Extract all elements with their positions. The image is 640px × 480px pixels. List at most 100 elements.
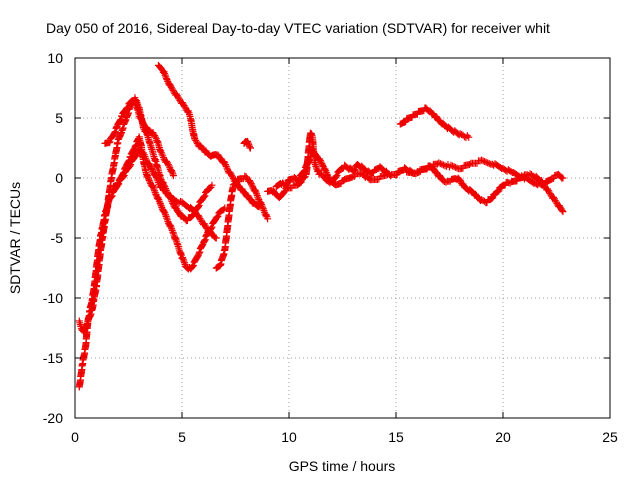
data-point (189, 211, 197, 219)
data-point (149, 182, 157, 190)
data-point (479, 157, 487, 165)
data-point (180, 257, 188, 265)
data-point (200, 193, 208, 201)
data-point (167, 223, 175, 231)
data-point (150, 130, 158, 138)
data-point (125, 157, 133, 165)
data-point (253, 190, 261, 198)
data-point (194, 203, 202, 211)
data-point (456, 176, 464, 184)
series-segment-j (403, 156, 567, 189)
data-point (132, 152, 140, 160)
data-point (174, 93, 182, 101)
data-point (80, 328, 88, 336)
data-point (169, 172, 177, 180)
data-point (161, 71, 169, 79)
data-point (494, 188, 502, 196)
data-point (114, 181, 122, 189)
data-point (115, 180, 123, 188)
data-point (220, 158, 228, 166)
series-segment-b (75, 97, 216, 336)
data-point (188, 212, 196, 220)
y-tick-label: -10 (43, 290, 63, 306)
data-point (229, 173, 237, 181)
data-point (111, 128, 119, 136)
data-point (481, 158, 489, 166)
data-point (154, 194, 162, 202)
data-point (296, 179, 304, 187)
data-point (449, 162, 457, 170)
data-point (463, 132, 471, 140)
data-point (150, 185, 158, 193)
data-point (311, 159, 319, 167)
x-tick-label: 0 (71, 429, 79, 445)
data-point (116, 116, 124, 124)
x-tick-label: 25 (602, 429, 618, 445)
data-point (179, 254, 187, 262)
data-point (257, 200, 265, 208)
data-point (559, 208, 567, 216)
data-point (450, 163, 458, 171)
data-point (435, 159, 443, 167)
data-point (201, 221, 209, 229)
data-point (157, 202, 165, 210)
data-point (202, 223, 210, 231)
data-point (393, 171, 401, 179)
data-point (313, 166, 321, 174)
data-point (555, 202, 563, 210)
data-point (172, 90, 180, 98)
data-point (247, 180, 255, 188)
data-point (216, 262, 224, 270)
y-axis-label: SDTVAR / TECUs (7, 182, 23, 294)
series-segment-i (396, 104, 473, 141)
data-point (191, 135, 199, 143)
data-point (169, 170, 177, 178)
data-point (465, 133, 473, 141)
data-point (197, 216, 205, 224)
series-segment-c (101, 94, 177, 180)
data-point (127, 153, 135, 161)
data-point (201, 236, 209, 244)
data-point (213, 213, 221, 221)
data-point (383, 170, 391, 178)
data-point (167, 83, 175, 91)
data-point (484, 159, 492, 167)
data-point (550, 195, 558, 203)
data-point (173, 92, 181, 100)
data-point (106, 138, 114, 146)
data-point (257, 199, 265, 207)
data-point (249, 183, 257, 191)
data-point (163, 214, 171, 222)
y-tick-label: -5 (51, 230, 64, 246)
y-tick-label: 0 (55, 170, 63, 186)
plot-frame (74, 57, 611, 419)
data-point (493, 188, 501, 196)
data-point (149, 129, 157, 137)
data-point (248, 181, 256, 189)
data-point (312, 162, 320, 170)
data-point (169, 199, 177, 207)
data-point (441, 162, 449, 170)
data-point (163, 159, 171, 167)
data-point (544, 187, 552, 194)
data-point (488, 194, 496, 202)
data-point (220, 206, 228, 214)
data-point (175, 95, 183, 103)
data-point (297, 178, 305, 186)
y-tick-label: -15 (43, 350, 63, 366)
data-point (196, 214, 204, 222)
data-point (487, 195, 495, 203)
data-point (246, 177, 254, 185)
data-point (489, 194, 497, 202)
data-point (559, 174, 567, 182)
data-point (150, 187, 158, 195)
data-point (201, 192, 209, 200)
data-point (252, 188, 260, 196)
data-point (262, 212, 270, 220)
data-point (157, 200, 165, 208)
data-point (280, 188, 288, 196)
data-point (333, 171, 341, 179)
data-point (157, 174, 165, 182)
data-point (181, 103, 189, 111)
